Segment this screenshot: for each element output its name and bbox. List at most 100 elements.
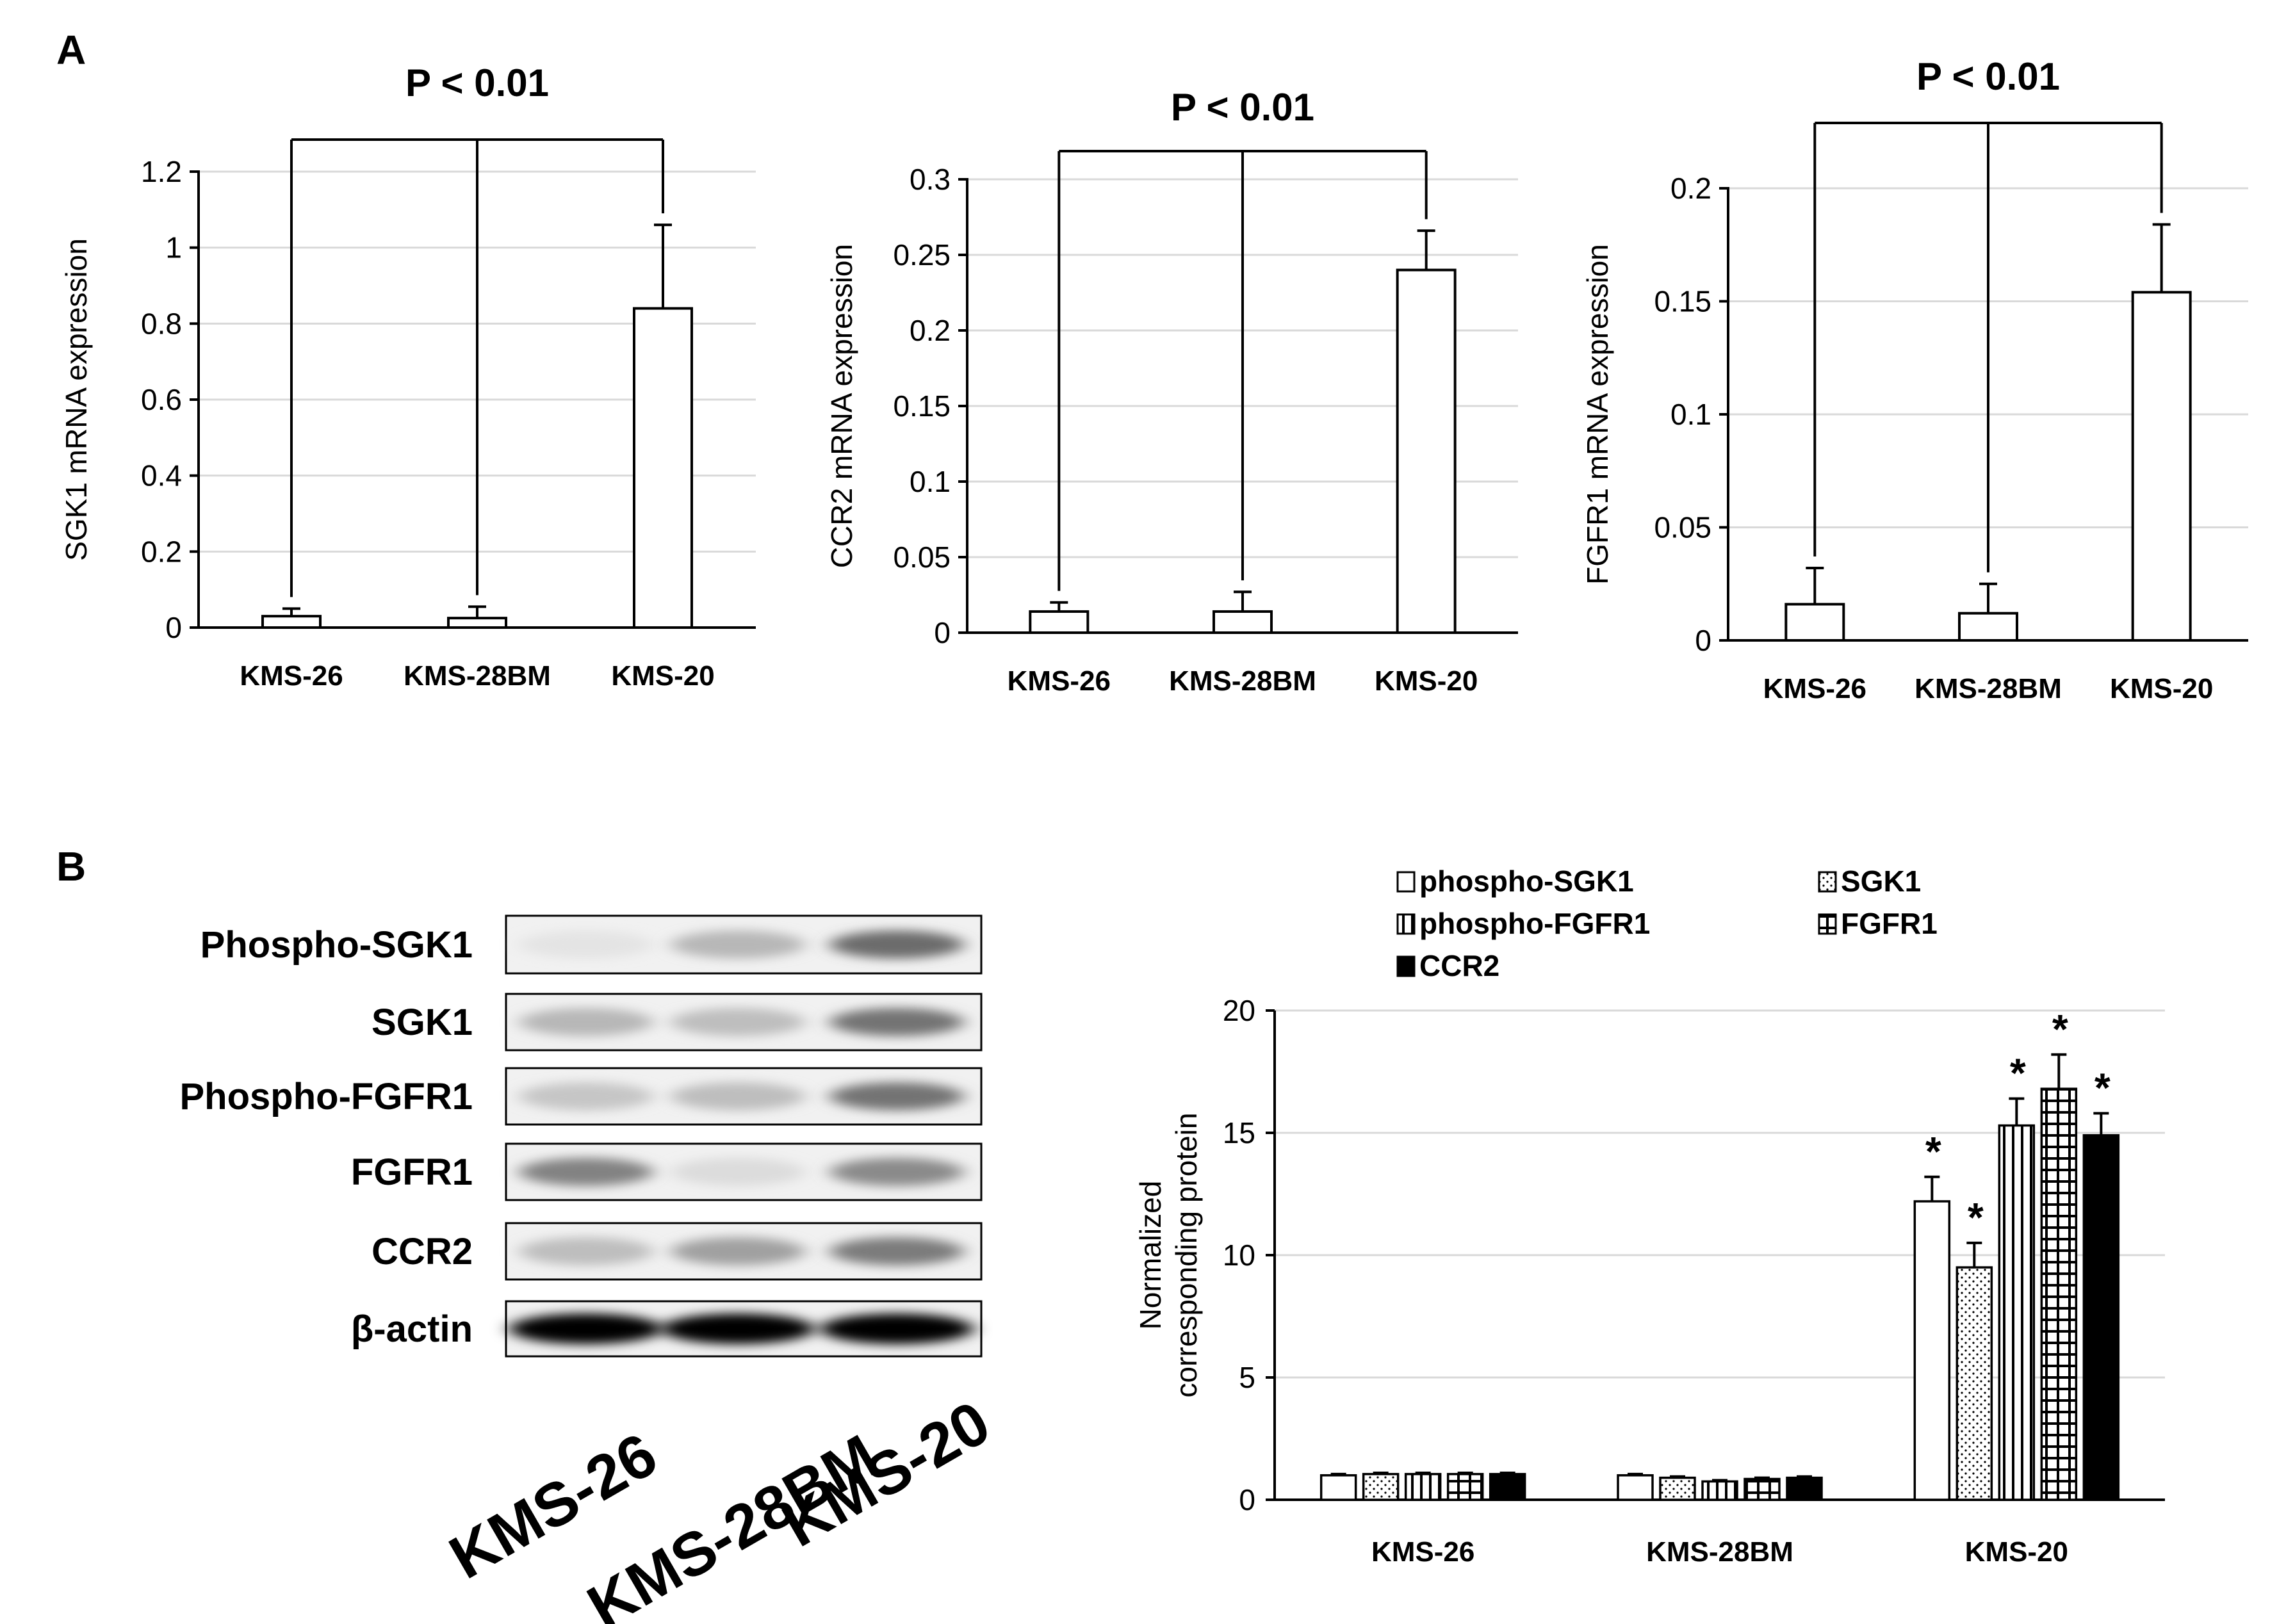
bar	[1913, 1200, 1951, 1501]
blot-band	[820, 1313, 974, 1344]
y-tick-label: 0.8	[141, 307, 182, 340]
blot-row-label: SGK1	[372, 1002, 473, 1043]
y-tick-label: 0	[1239, 1483, 1255, 1516]
bar	[1319, 1474, 1357, 1501]
y-axis-label: Normalizedcorresponding protein	[1134, 1113, 1203, 1398]
y-tick-label: 0	[934, 616, 951, 649]
y-tick-label: 1.2	[141, 155, 182, 188]
x-category-label: KMS-26	[1371, 1536, 1474, 1568]
legend-swatch	[1396, 955, 1416, 977]
blot-band	[519, 930, 653, 959]
blot-band	[671, 1237, 805, 1265]
legend-label: CCR2	[1419, 949, 1499, 982]
blot-band	[671, 930, 805, 959]
blot-band	[829, 1237, 964, 1265]
bar	[2082, 1134, 2120, 1501]
y-tick-label: 0.05	[1654, 511, 1711, 544]
x-category-label: KMS-28BM	[1646, 1536, 1793, 1568]
bar	[1404, 1473, 1442, 1501]
y-axis-label: CCR2 mRNA expression	[825, 244, 858, 568]
x-category-label: KMS-28BM	[1169, 665, 1316, 697]
protein-quantification-chart: 0 5 10 15 20 Normalizedcorresponding protein K…	[1134, 865, 2165, 1568]
y-tick-label: 0	[165, 611, 182, 644]
bar	[1786, 1476, 1823, 1501]
legend-swatch	[1396, 913, 1416, 935]
y-tick-label: 10	[1223, 1238, 1255, 1272]
bar	[1659, 1476, 1696, 1501]
western-blot: Phospho-SGK1 SGK1 Phospho-FGFR1 FGFR1 CCR2 β-…	[179, 914, 1001, 1624]
blot-band	[509, 1313, 663, 1344]
significance-star: *	[1925, 1128, 1941, 1174]
y-tick-label: 0.2	[141, 535, 182, 568]
y-tick-label: 0.2	[1670, 172, 1711, 205]
y-tick-label: 15	[1223, 1116, 1255, 1149]
y-tick-label: 0.4	[141, 459, 182, 492]
bar	[447, 617, 507, 629]
blot-band	[671, 1082, 805, 1110]
x-category-label: KMS-26	[240, 660, 343, 692]
significance-star: *	[2052, 1006, 2068, 1052]
bar	[261, 615, 322, 629]
y-tick-label: 0.05	[893, 540, 951, 574]
y-axis-label: SGK1 mRNA expression	[60, 238, 93, 561]
blot-band	[829, 1008, 964, 1036]
bar	[1489, 1473, 1526, 1501]
y-tick-label: 0.25	[893, 238, 951, 272]
y-tick-label: 0.15	[1654, 285, 1711, 318]
significance-star: *	[1968, 1194, 1984, 1240]
bar	[1956, 1266, 1993, 1501]
legend-swatch	[1396, 871, 1416, 893]
blot-row-label: Phospho-SGK1	[200, 924, 473, 966]
bar	[1362, 1473, 1400, 1501]
p-value-annotation: P < 0.01	[405, 61, 549, 104]
blot-band	[661, 1313, 815, 1344]
legend-label: FGFR1	[1841, 907, 1938, 940]
x-category-label: KMS-20	[1375, 665, 1478, 697]
blot-band	[671, 1008, 805, 1036]
blot-band	[671, 1158, 805, 1186]
bar	[1743, 1477, 1781, 1501]
ccr2-mrna-chart: 0 0.05 0.1 0.15 0.2 0.25 0.3 CCR2 mRNA expressi…	[825, 86, 1518, 697]
bar	[2131, 291, 2192, 642]
x-category-label: KMS-26	[1008, 665, 1111, 697]
p-value-annotation: P < 0.01	[1171, 86, 1314, 129]
panel-letter-b: B	[56, 843, 86, 889]
significance-star: *	[2094, 1064, 2111, 1110]
blot-band	[519, 1082, 653, 1110]
bar	[633, 307, 693, 629]
blot-row-label: β-actin	[351, 1308, 473, 1350]
blot-row-label: Phospho-FGFR1	[179, 1076, 473, 1117]
x-category-label: KMS-20	[2110, 673, 2213, 704]
bar	[1029, 610, 1090, 635]
bar	[2040, 1087, 2078, 1501]
y-axis-label-line: corresponding protein	[1170, 1113, 1203, 1398]
bar	[1213, 610, 1273, 635]
y-tick-label: 0.6	[141, 383, 182, 416]
blot-band	[829, 1158, 964, 1186]
y-tick-label: 1	[165, 231, 182, 264]
legend-swatch	[1818, 871, 1837, 893]
legend-label: phospho-FGFR1	[1419, 907, 1650, 940]
significance-star: *	[2010, 1050, 2026, 1096]
bar	[1998, 1124, 2036, 1501]
y-tick-label: 5	[1239, 1361, 1255, 1394]
blot-row-label: FGFR1	[351, 1151, 473, 1193]
y-axis-label-line: Normalized	[1134, 1181, 1167, 1330]
y-tick-label: 0.15	[893, 389, 951, 423]
x-category-label: KMS-20	[1965, 1536, 2068, 1568]
bar	[1701, 1480, 1738, 1501]
x-category-label: KMS-20	[611, 660, 714, 692]
bar	[1784, 603, 1845, 642]
bar	[1446, 1473, 1484, 1501]
x-category-label: KMS-28BM	[1915, 673, 2062, 704]
bar	[1958, 612, 2018, 642]
blot-band	[829, 1082, 964, 1110]
p-value-annotation: P < 0.01	[1916, 55, 2060, 98]
legend-swatch	[1818, 913, 1837, 935]
sgk1-mrna-chart: 0 0.2 0.4 0.6 0.8 1 1.2 SGK1 mRNA expression KMS…	[60, 61, 756, 692]
blot-band	[519, 1158, 653, 1186]
y-tick-label: 0.1	[910, 465, 951, 498]
y-tick-label: 0.2	[910, 314, 951, 347]
fgfr1-mrna-chart: 0 0.05 0.1 0.15 0.2 FGFR1 mRNA expression KMS-…	[1581, 55, 2248, 704]
